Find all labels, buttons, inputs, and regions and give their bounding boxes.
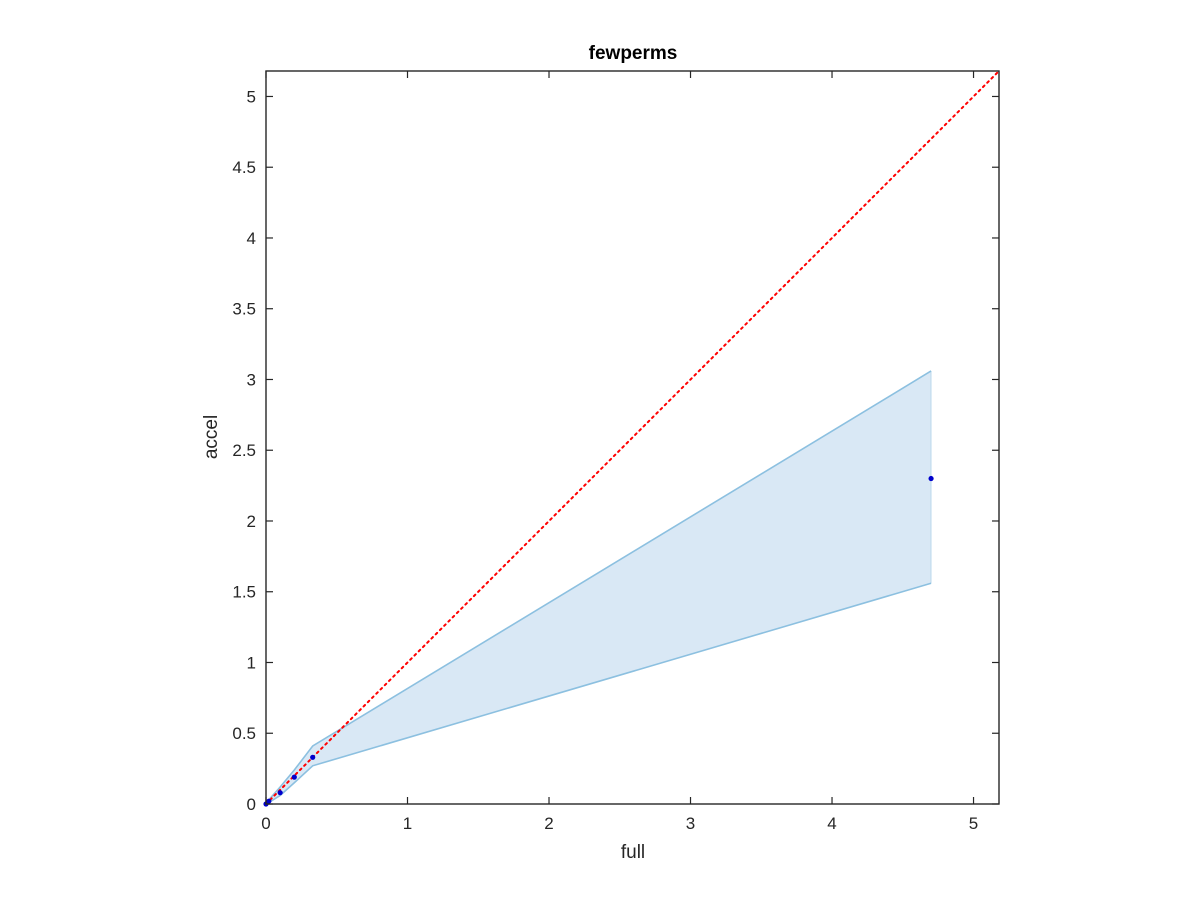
data-point [928,475,934,482]
data-point [310,754,316,760]
data-point [291,774,297,780]
reference-line-layer [265,70,1000,805]
x-tick-label: 5 [969,814,978,833]
y-tick-label: 3 [247,370,256,389]
y-tick-label: 0 [247,795,256,814]
y-tick-label: 3.5 [232,300,256,319]
data-point [277,790,283,796]
x-tick-label: 4 [827,814,836,833]
y-tick-label: 2 [247,512,256,531]
y-axis-label: accel [201,415,222,459]
data-point [266,798,272,804]
y-tick-label: 2.5 [232,441,256,460]
y-tick-label: 4 [247,229,256,248]
reference-line [265,70,1000,805]
y-tick-label: 0.5 [232,724,256,743]
y-tick-label: 4.5 [232,158,256,177]
y-tick-label: 1 [247,653,256,672]
y-tick-label: 5 [247,87,256,106]
data-points-layer [263,475,934,807]
x-tick-label: 3 [686,814,695,833]
x-axis-label: full [621,842,645,863]
y-tick-label: 1.5 [232,583,256,602]
x-tick-label: 2 [544,814,553,833]
x-tick-label: 1 [403,814,412,833]
chart-title: fewperms [589,43,678,64]
axes-layer [265,70,1000,805]
ticks-layer: 0 1 2 3 4 5 0 0.5 1 1.5 2 2.5 3 3.5 4 4.5 5 [232,71,999,833]
x-tick-label: 0 [261,814,270,833]
plot-area-frame [265,70,1000,805]
confidence-band-fill [266,370,932,804]
